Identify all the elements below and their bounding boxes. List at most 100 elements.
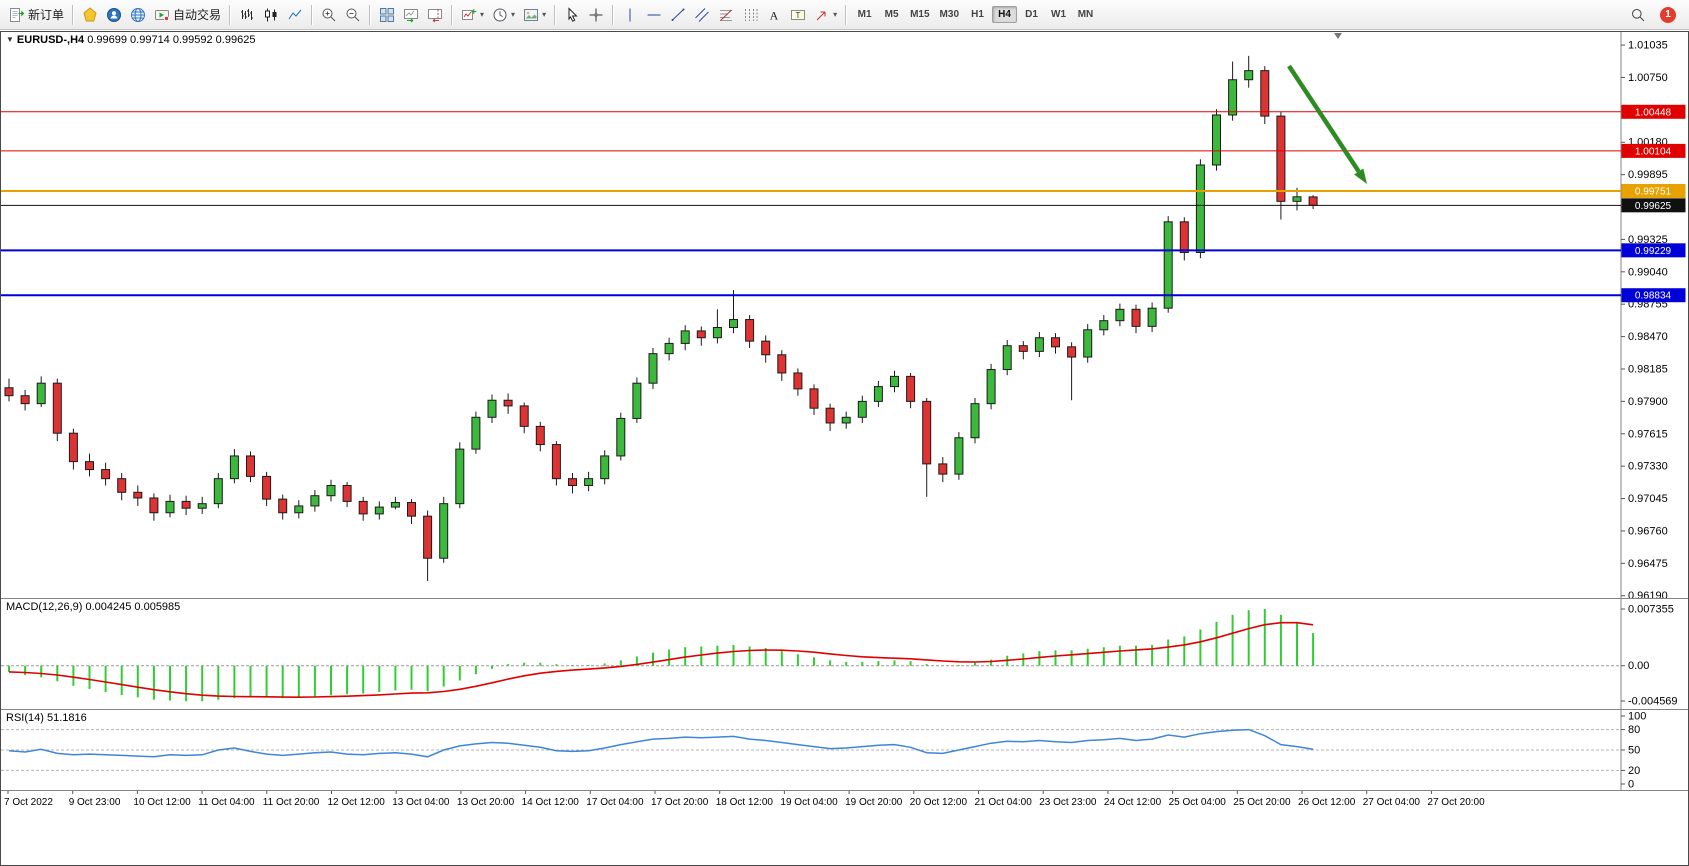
svg-text:0.99229: 0.99229 — [1635, 246, 1672, 257]
rsi-label: RSI(14) 51.1816 — [6, 712, 87, 724]
svg-text:17 Oct 20:00: 17 Oct 20:00 — [651, 797, 709, 808]
community-button[interactable] — [102, 2, 126, 28]
candle — [729, 319, 738, 329]
neworder-icon — [9, 7, 25, 23]
toolbar-separator — [369, 4, 372, 25]
svg-text:0.99625: 0.99625 — [1635, 201, 1672, 212]
main-chart-panel[interactable]: ▼ EURUSD-,H4 0.99699 0.99714 0.99592 0.99… — [1, 32, 1688, 598]
candle — [906, 375, 916, 402]
bar-chart-button[interactable] — [235, 2, 259, 28]
chart-shift-marker[interactable] — [1334, 33, 1342, 39]
svg-text:12 Oct 12:00: 12 Oct 12:00 — [328, 797, 386, 808]
candlestick-chart-button[interactable] — [259, 2, 283, 28]
auto-scroll-button[interactable] — [399, 2, 423, 28]
toolbar-separator — [612, 4, 615, 25]
indicators-button[interactable]: ▾ — [457, 2, 488, 28]
zoomin-icon — [321, 7, 337, 23]
templates-button[interactable]: ▾ — [519, 2, 550, 28]
svg-text:0.99040: 0.99040 — [1628, 266, 1668, 278]
toolbar-separator — [311, 4, 314, 25]
candle — [1212, 114, 1221, 166]
text-button[interactable]: A — [762, 2, 786, 28]
candle — [1228, 79, 1238, 116]
timeframe-m30-button[interactable]: M30 — [939, 9, 959, 20]
arrows-button[interactable]: ▾ — [810, 2, 841, 28]
timeframe-h4-button[interactable]: H4 — [992, 6, 1017, 23]
chart-window: ▼ EURUSD-,H4 0.99699 0.99714 0.99592 0.99… — [0, 31, 1689, 866]
market-button[interactable] — [126, 2, 150, 28]
candle — [374, 506, 384, 515]
autotrading-button-label: 自动交易 — [173, 8, 222, 22]
crosshair-button[interactable] — [584, 2, 608, 28]
new-order-button-label: 新订单 — [28, 8, 65, 22]
chart-symbol-period: EURUSD-,H4 — [16, 34, 85, 46]
zoomout-icon — [345, 7, 361, 23]
candle — [970, 403, 980, 439]
macd-panel[interactable]: MACD(12,26,9) 0.004245 0.005985 0.007355… — [1, 598, 1688, 709]
candle — [857, 400, 867, 418]
svg-text:1.00448: 1.00448 — [1635, 107, 1672, 118]
crosshair-icon — [588, 7, 604, 23]
candle — [52, 382, 62, 434]
candle — [745, 319, 755, 342]
periods-button[interactable]: ▾ — [488, 2, 519, 28]
svg-text:0.007355: 0.007355 — [1628, 604, 1674, 616]
svg-text:50: 50 — [1628, 745, 1640, 757]
timeframe-m5-button[interactable]: M5 — [884, 9, 899, 20]
metaeditor-icon — [82, 6, 98, 23]
chart-shift-button[interactable] — [423, 2, 447, 28]
candle — [890, 375, 899, 388]
toolbar-separator — [229, 4, 232, 25]
line-chart-button[interactable] — [283, 2, 307, 28]
vertical-line-button[interactable] — [618, 2, 642, 28]
trend-arrow[interactable] — [1287, 64, 1361, 173]
notification-badge[interactable]: 1 — [1660, 6, 1676, 23]
candle — [197, 503, 207, 509]
timeframe-w1-button[interactable]: W1 — [1051, 9, 1066, 20]
zoom-out-button[interactable] — [341, 2, 365, 28]
time-axis[interactable]: 7 Oct 2022 9 Oct 23:00 10 Oct 12:00 11 Oct … — [1, 790, 1688, 813]
text-label-button[interactable]: T — [786, 2, 810, 28]
candle — [4, 387, 14, 397]
timeframe-d1-button[interactable]: D1 — [1025, 9, 1038, 20]
svg-text:26 Oct 12:00: 26 Oct 12:00 — [1298, 797, 1356, 808]
candle — [439, 503, 449, 559]
candle — [358, 500, 368, 515]
timeframe-m15-button[interactable]: M15 — [910, 9, 930, 20]
new-order-button[interactable]: 新订单 — [5, 2, 68, 28]
rsi-panel[interactable]: RSI(14) 51.1816 100 80 50 20 0 — [1, 709, 1688, 790]
svg-text:A: A — [770, 8, 779, 22]
equidistant-channel-button[interactable] — [690, 2, 714, 28]
fibonacci-button[interactable] — [714, 2, 738, 28]
autoscroll-icon — [403, 7, 419, 23]
toolbar-right: 1 — [1626, 2, 1684, 28]
timeframe-mn-button[interactable]: MN — [1077, 9, 1094, 20]
horizontal-line-button[interactable] — [642, 2, 666, 28]
candle — [1083, 329, 1093, 358]
candle — [616, 417, 626, 457]
trendline-button[interactable] — [666, 2, 690, 28]
candle — [407, 502, 416, 517]
trend-arrow-head[interactable] — [1354, 168, 1367, 184]
svg-text:20 Oct 12:00: 20 Oct 12:00 — [910, 797, 968, 808]
timeframe-h1-button[interactable]: H1 — [971, 9, 984, 20]
candle — [938, 463, 948, 475]
candle — [873, 386, 883, 402]
chart-menu-icon[interactable]: ▼ — [6, 35, 14, 44]
candle — [1034, 337, 1044, 352]
zoom-in-button[interactable] — [317, 2, 341, 28]
metaeditor-button[interactable] — [78, 2, 102, 28]
search-button[interactable] — [1626, 2, 1650, 28]
svg-text:20: 20 — [1628, 765, 1640, 777]
candle — [712, 327, 722, 339]
cursor-button[interactable] — [560, 2, 584, 28]
timeframe-m1-button[interactable]: M1 — [857, 9, 872, 20]
autotrading-button[interactable]: 自动交易 — [150, 2, 225, 28]
candle — [1292, 196, 1302, 202]
svg-text:0.97615: 0.97615 — [1628, 428, 1668, 440]
cycle-lines-button[interactable] — [738, 2, 762, 28]
svg-text:24 Oct 12:00: 24 Oct 12:00 — [1104, 797, 1162, 808]
tile-windows-button[interactable] — [375, 2, 399, 28]
candle — [471, 416, 481, 450]
